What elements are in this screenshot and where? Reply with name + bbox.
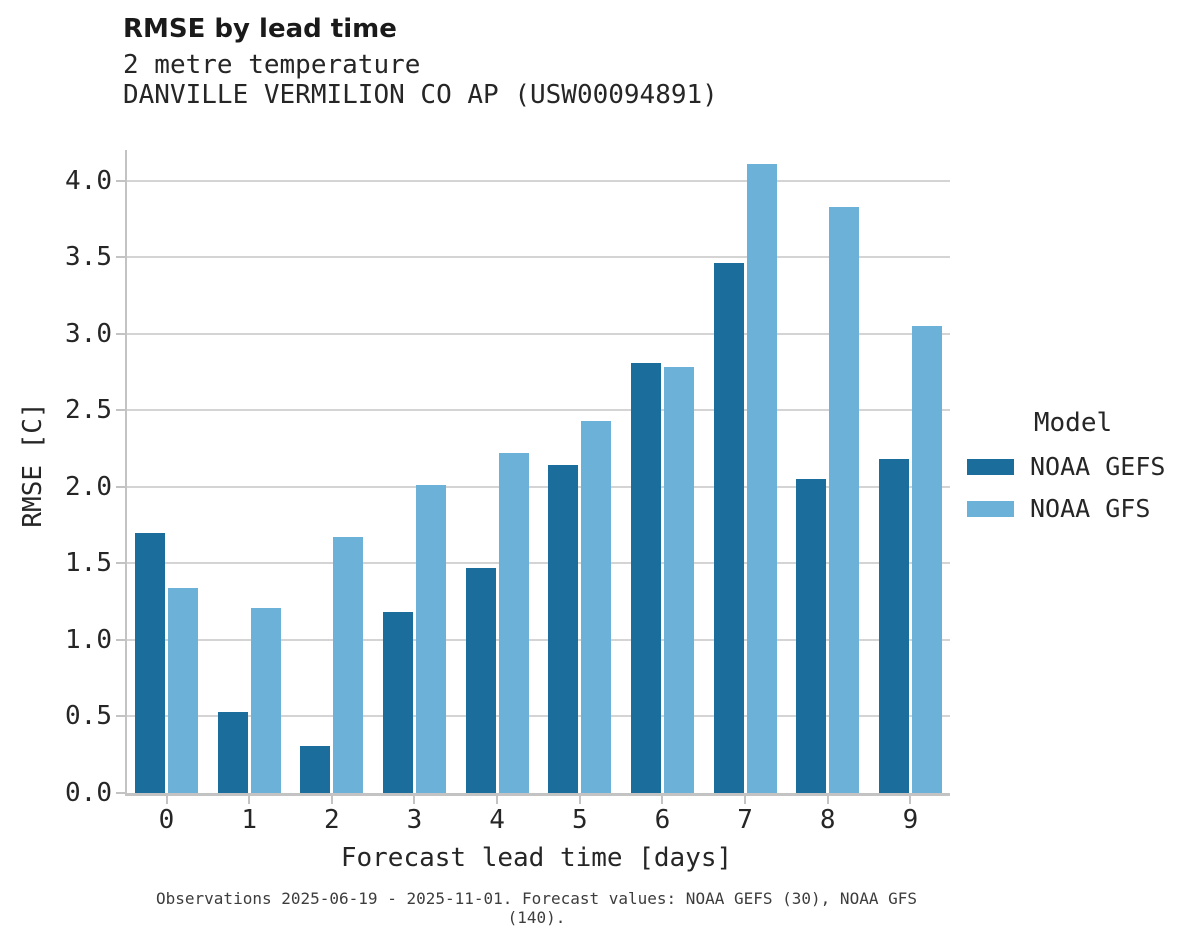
bar-group-day-2: 2 (300, 150, 364, 833)
x-tick-mark (661, 796, 664, 804)
bar-noaa-gfs-day-1 (250, 607, 281, 793)
bar-group-day-1: 1 (217, 150, 281, 833)
caption: Observations 2025-06-19 - 2025-11-01. Fo… (156, 889, 917, 927)
bar-noaa-gefs-day-9 (878, 459, 909, 793)
bar-noaa-gfs-day-4 (498, 453, 529, 793)
y-tick-mark (116, 562, 125, 565)
x-tick-label: 9 (902, 805, 919, 835)
bar-group-day-6: 6 (630, 150, 694, 833)
x-tick-mark (826, 796, 829, 804)
x-tick-label: 2 (323, 805, 340, 835)
x-tick-mark (578, 796, 581, 804)
x-tick-mark (413, 796, 416, 804)
chart-station: DANVILLE VERMILION CO AP (USW00094891) (123, 80, 718, 110)
bar-noaa-gefs-day-4 (465, 567, 496, 793)
bar-noaa-gfs-day-2 (333, 537, 364, 793)
gridline-y-3.5 (127, 256, 950, 259)
legend-entry-noaa-gefs: NOAA GEFS (967, 452, 1179, 481)
bar-noaa-gefs-day-7 (713, 263, 744, 793)
bar-noaa-gefs-day-1 (217, 711, 248, 793)
bars-container: 0 1 2 3 4 5 6 7 8 9 (127, 150, 950, 833)
bar-group-day-8: 8 (796, 150, 860, 833)
bar-group-day-7: 7 (713, 150, 777, 833)
bar-noaa-gfs-day-7 (746, 163, 777, 793)
gridline-y-4.0 (127, 179, 950, 182)
bar-noaa-gefs-day-8 (796, 479, 827, 793)
x-tick-label: 1 (241, 805, 257, 835)
bar-group-day-5: 5 (548, 150, 612, 833)
plot-area: 0.0 0.5 1.0 1.5 2.0 2.5 3.0 3.5 4.0 0 1 2 3 4 5 6 7 8 9 (65, 150, 950, 833)
x-tick-mark (165, 796, 168, 804)
gridline-y-1.0 (127, 638, 950, 641)
x-tick-mark (909, 796, 912, 804)
bar-noaa-gefs-day-0 (135, 532, 165, 793)
bar-group-day-3: 3 (382, 150, 446, 833)
gridline-y-3.0 (127, 332, 950, 335)
bar-noaa-gefs-day-6 (630, 362, 661, 793)
x-tick-mark (496, 796, 499, 804)
legend-swatch (967, 458, 1014, 475)
y-tick-label: 2.0 (65, 471, 112, 502)
legend-title: Model (1033, 408, 1113, 438)
bar-group-day-4: 4 (465, 150, 529, 833)
x-tick-mark (248, 796, 251, 804)
bar-noaa-gefs-day-5 (548, 465, 579, 793)
bar-noaa-gfs-day-8 (829, 206, 860, 793)
bar-group-day-9: 9 (878, 150, 942, 833)
chart-subtitle: 2 metre temperature (123, 50, 421, 80)
bar-noaa-gfs-day-9 (911, 326, 942, 793)
bar-noaa-gefs-day-2 (300, 745, 331, 793)
y-tick-mark (116, 179, 125, 182)
bar-group-day-0: 0 (135, 150, 198, 833)
x-axis-label: Forecast lead time [days] (340, 843, 733, 873)
y-tick-label: 4.0 (65, 165, 112, 196)
legend-swatch (967, 500, 1014, 517)
y-tick-label: 0.5 (65, 701, 112, 732)
y-tick-label: 3.0 (65, 318, 112, 349)
y-tick-mark (116, 409, 125, 412)
y-tick-label: 1.0 (65, 624, 112, 655)
y-tick-mark (116, 485, 125, 488)
y-tick-label: 3.5 (65, 242, 112, 273)
bar-noaa-gfs-day-5 (581, 420, 612, 793)
y-tick-mark (116, 638, 125, 641)
x-tick-label: 6 (654, 805, 671, 835)
y-tick-mark (116, 256, 125, 259)
x-tick-mark (330, 796, 333, 804)
y-tick-label: 1.5 (65, 548, 112, 579)
bar-noaa-gfs-day-6 (663, 367, 694, 793)
legend-label: NOAA GFS (1030, 494, 1151, 523)
gridline-y-0.5 (127, 715, 950, 718)
x-tick-label: 5 (571, 805, 588, 835)
y-tick-label: 2.5 (65, 395, 112, 426)
x-tick-label: 4 (489, 805, 505, 835)
x-tick-mark (744, 796, 747, 804)
gridline-y-1.5 (127, 562, 950, 565)
y-tick-label: 0.0 (65, 778, 112, 808)
bar-noaa-gfs-day-3 (415, 485, 446, 793)
x-tick-label: 8 (819, 805, 836, 835)
y-axis-label: RMSE [C] (18, 402, 48, 528)
gridline-y-2.0 (127, 485, 950, 488)
bar-noaa-gfs-day-0 (168, 587, 198, 793)
x-tick-label: 0 (158, 805, 175, 835)
gridline-y-2.5 (127, 409, 950, 412)
x-tick-label: 3 (406, 805, 423, 835)
y-tick-mark (116, 792, 125, 794)
legend: Model NOAA GEFS NOAA GFS (967, 408, 1179, 523)
x-tick-label: 7 (737, 805, 753, 835)
legend-label: NOAA GEFS (1030, 452, 1166, 481)
bar-noaa-gefs-day-3 (382, 612, 413, 793)
chart-title: RMSE by lead time (123, 14, 397, 44)
y-tick-mark (116, 715, 125, 718)
legend-entry-noaa-gfs: NOAA GFS (967, 494, 1179, 523)
y-tick-mark (116, 332, 125, 335)
